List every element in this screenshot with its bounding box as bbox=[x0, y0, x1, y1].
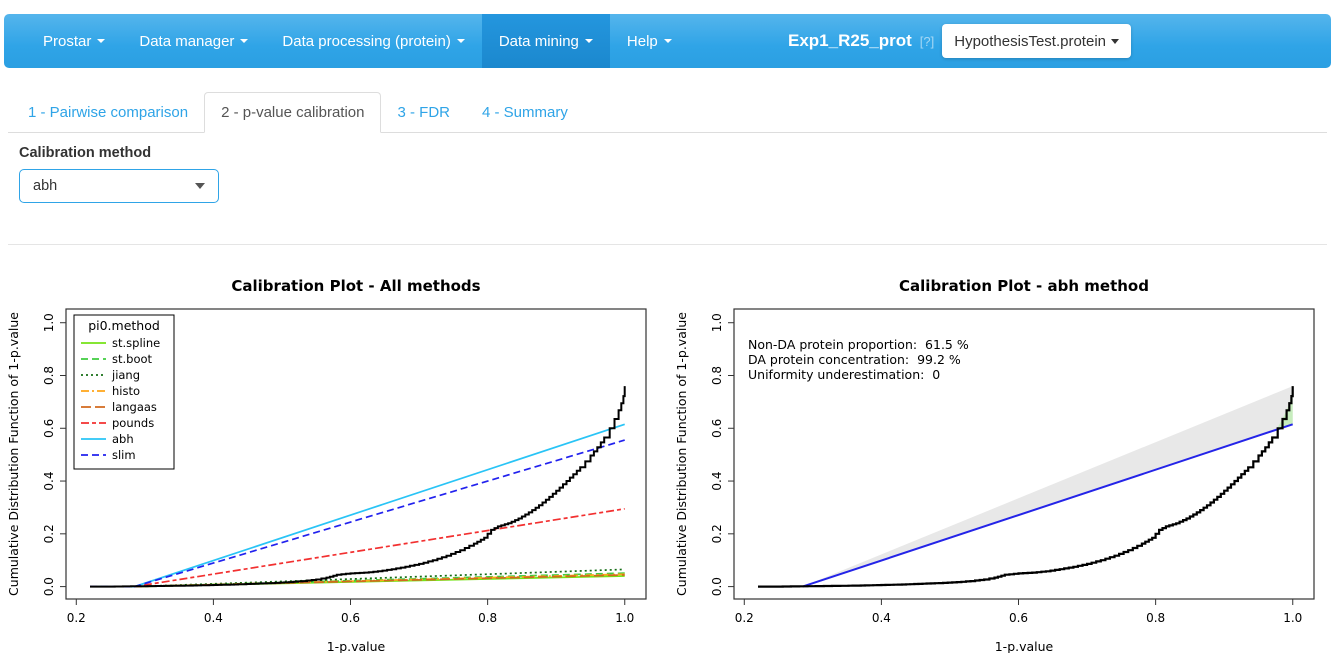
nav-item-data-mining[interactable]: Data mining bbox=[481, 14, 610, 68]
svg-text:pi0.method: pi0.method bbox=[88, 318, 160, 333]
nav-item-data-mining-label: Data mining bbox=[498, 32, 579, 50]
svg-text:0.0: 0.0 bbox=[710, 577, 724, 596]
svg-text:Cumulative Distribution Functi: Cumulative Distribution Function of 1-p.… bbox=[6, 312, 21, 596]
nav-item-prostar[interactable]: Prostar bbox=[26, 14, 122, 68]
svg-text:0.6: 0.6 bbox=[341, 611, 360, 625]
tab-summary[interactable]: 4 - Summary bbox=[481, 104, 568, 121]
svg-text:Calibration Plot - abh method: Calibration Plot - abh method bbox=[899, 277, 1149, 295]
section-divider bbox=[8, 244, 1327, 245]
svg-text:0.4: 0.4 bbox=[872, 611, 891, 625]
navbar-right-group: Exp1_R25_prot [?] HypothesisTest.protein bbox=[788, 14, 1331, 68]
chevron-down-icon bbox=[240, 39, 249, 43]
svg-text:1.0: 1.0 bbox=[615, 611, 634, 625]
svg-text:0.8: 0.8 bbox=[478, 611, 497, 625]
chevron-down-icon bbox=[1111, 38, 1119, 44]
svg-text:0.4: 0.4 bbox=[204, 611, 223, 625]
calibration-method-select[interactable]: abh bbox=[19, 169, 219, 203]
svg-text:0.2: 0.2 bbox=[735, 611, 754, 625]
svg-text:Calibration Plot - All methods: Calibration Plot - All methods bbox=[231, 277, 480, 295]
svg-text:slim: slim bbox=[112, 448, 136, 462]
svg-text:st.spline: st.spline bbox=[112, 336, 160, 350]
nav-item-data-manager-label: Data manager bbox=[139, 32, 235, 50]
svg-text:0.8: 0.8 bbox=[42, 366, 56, 385]
svg-text:st.boot: st.boot bbox=[112, 352, 153, 366]
tab-pairwise-comparison[interactable]: 1 - Pairwise comparison bbox=[28, 104, 189, 121]
svg-text:Non-DA protein proportion: 61: Non-DA protein proportion: 61.5 % bbox=[748, 337, 969, 352]
svg-text:jiang: jiang bbox=[111, 368, 140, 382]
calibration-plot-all-methods: 0.2 0.4 0.6 0.8 1.0 0.0 0.2 0.4 0.6 0.8 1.0 Calibra… bbox=[6, 277, 647, 653]
chevron-down-icon bbox=[663, 39, 672, 43]
svg-text:1.0: 1.0 bbox=[42, 313, 56, 332]
chevron-down-icon bbox=[584, 39, 593, 43]
svg-text:0.6: 0.6 bbox=[1009, 611, 1028, 625]
svg-text:1-p.value: 1-p.value bbox=[995, 639, 1054, 653]
tab-pvalue-calibration[interactable]: 2 - p-value calibration bbox=[204, 92, 382, 133]
svg-text:0.8: 0.8 bbox=[1146, 611, 1165, 625]
svg-text:abh: abh bbox=[112, 432, 134, 446]
dataset-name: Exp1_R25_prot bbox=[788, 31, 912, 50]
svg-text:0.2: 0.2 bbox=[42, 524, 56, 543]
dataset-version-label: HypothesisTest.protein bbox=[954, 32, 1106, 50]
nav-item-help[interactable]: Help bbox=[610, 14, 689, 68]
svg-text:langaas: langaas bbox=[112, 400, 157, 414]
nav-item-data-processing-label: Data processing (protein) bbox=[282, 32, 451, 50]
svg-text:Uniformity underestimation: 0: Uniformity underestimation: 0 bbox=[748, 367, 940, 382]
nav-item-data-manager[interactable]: Data manager bbox=[122, 14, 265, 68]
svg-text:Cumulative Distribution Functi: Cumulative Distribution Function of 1-p.… bbox=[674, 312, 689, 596]
svg-text:histo: histo bbox=[112, 384, 140, 398]
calibration-method-label: Calibration method bbox=[19, 145, 152, 161]
calibration-method-value: abh bbox=[33, 178, 58, 194]
svg-text:0.4: 0.4 bbox=[42, 472, 56, 491]
svg-text:0.2: 0.2 bbox=[710, 524, 724, 543]
calibration-plot-abh-panel: 0.2 0.4 0.6 0.8 1.0 0.0 0.2 0.4 0.6 0.8 1.0 Calibra… bbox=[670, 269, 1330, 653]
nav-item-help-label: Help bbox=[626, 32, 658, 50]
svg-text:1.0: 1.0 bbox=[710, 313, 724, 332]
tab-fdr[interactable]: 3 - FDR bbox=[397, 104, 450, 121]
svg-text:0.2: 0.2 bbox=[67, 611, 86, 625]
nav-item-data-processing[interactable]: Data processing (protein) bbox=[265, 14, 481, 68]
svg-text:1.0: 1.0 bbox=[1283, 611, 1302, 625]
nav-item-prostar-label: Prostar bbox=[43, 32, 92, 50]
calibration-plots-row: 0.2 0.4 0.6 0.8 1.0 0.0 0.2 0.4 0.6 0.8 1.0 Calibra… bbox=[0, 269, 1335, 653]
svg-text:0.0: 0.0 bbox=[42, 577, 56, 596]
wizard-tab-bar: 1 - Pairwise comparison 2 - p-value cali… bbox=[8, 92, 1327, 133]
dataset-version-selector[interactable]: HypothesisTest.protein bbox=[942, 24, 1131, 58]
dataset-help-badge[interactable]: [?] bbox=[919, 33, 935, 49]
svg-text:DA protein concentration: 99.: DA protein concentration: 99.2 % bbox=[748, 352, 961, 367]
svg-text:0.6: 0.6 bbox=[42, 419, 56, 438]
chevron-down-icon bbox=[456, 39, 465, 43]
chevron-down-icon bbox=[195, 183, 205, 189]
svg-text:1-p.value: 1-p.value bbox=[327, 639, 386, 653]
top-navbar: Prostar Data manager Data processing (pr… bbox=[4, 14, 1331, 68]
svg-text:0.4: 0.4 bbox=[710, 472, 724, 491]
calibration-plot-abh-method: 0.2 0.4 0.6 0.8 1.0 0.0 0.2 0.4 0.6 0.8 1.0 Calibra… bbox=[674, 277, 1315, 653]
svg-text:0.8: 0.8 bbox=[710, 366, 724, 385]
svg-text:0.6: 0.6 bbox=[710, 419, 724, 438]
svg-text:pounds: pounds bbox=[112, 416, 154, 430]
chevron-down-icon bbox=[97, 39, 106, 43]
calibration-plot-all-methods-panel: 0.2 0.4 0.6 0.8 1.0 0.0 0.2 0.4 0.6 0.8 1.0 Calibra… bbox=[2, 269, 662, 653]
